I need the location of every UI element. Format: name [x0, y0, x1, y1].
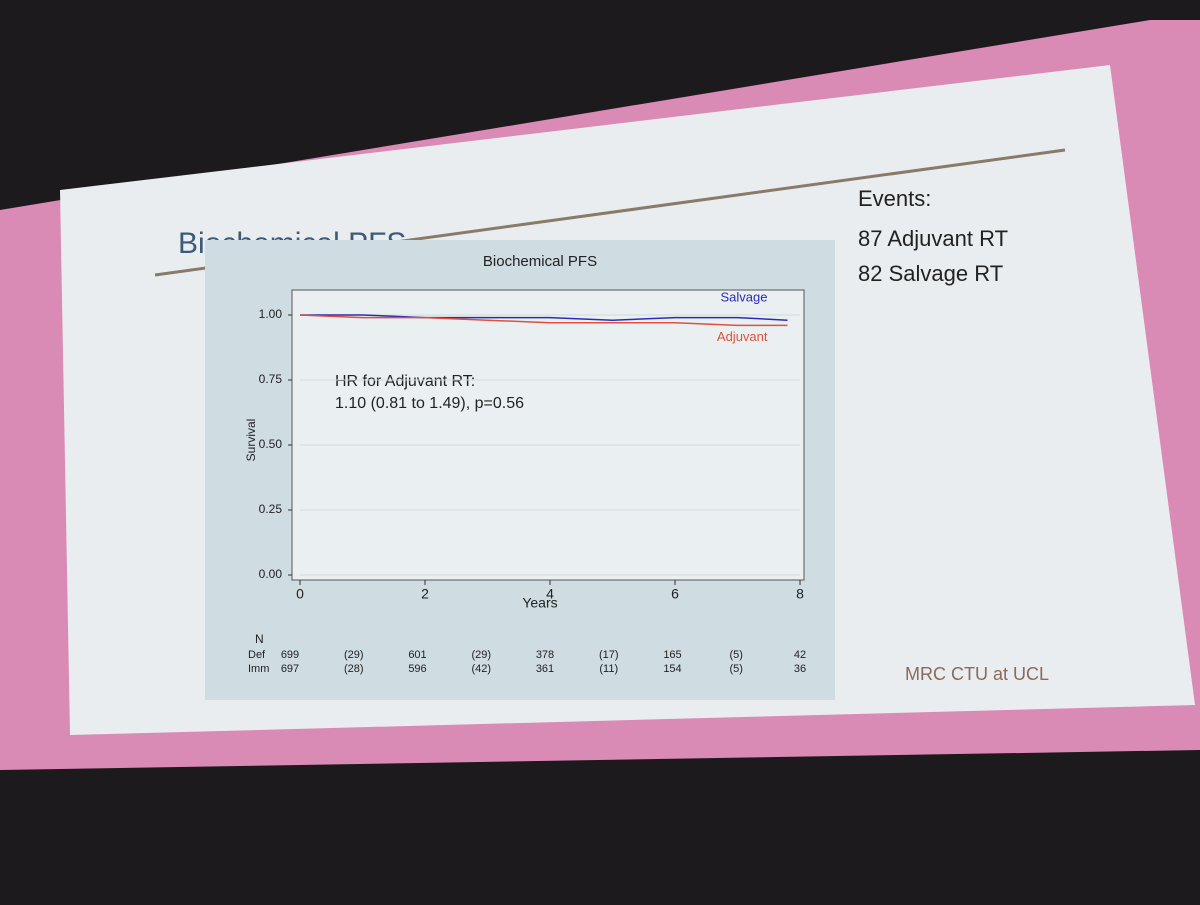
risk-cell: 697 [281, 663, 299, 675]
y-tick-label: 0.75 [259, 372, 283, 386]
risk-cell: 601 [408, 649, 426, 661]
annotation: HR for Adjuvant RT: [335, 373, 475, 390]
events-line: 87 Adjuvant RT [858, 226, 1008, 251]
series-label: Salvage [721, 290, 768, 305]
footer: MRC CTU at UCL [905, 664, 1049, 684]
x-tick-label: 6 [671, 586, 679, 602]
events-line: 82 Salvage RT [858, 261, 1003, 286]
risk-row-label: Imm [248, 663, 269, 675]
x-tick-label: 2 [421, 586, 429, 602]
survival-line [299, 314, 788, 327]
risk-cell: (28) [344, 663, 364, 675]
annotation: 1.10 (0.81 to 1.49), p=0.56 [335, 395, 524, 412]
x-axis-label: Years [522, 595, 557, 611]
risk-cell: (5) [730, 663, 743, 675]
risk-cell: (42) [471, 663, 491, 675]
y-axis-label: Survival [244, 419, 258, 462]
risk-cell: 378 [536, 649, 554, 661]
x-tick-label: 4 [546, 586, 554, 602]
risk-cell: 42 [794, 649, 806, 661]
risk-cell: 36 [794, 663, 806, 675]
risk-cell: 699 [281, 649, 299, 661]
events-heading: Events: [858, 186, 931, 211]
risk-cell: 165 [663, 649, 681, 661]
series-label: Adjuvant [717, 329, 768, 344]
y-tick-label: 1.00 [259, 307, 283, 321]
risk-cell: (11) [599, 663, 618, 675]
y-tick-label: 0.25 [259, 502, 283, 516]
risk-cell: (17) [599, 649, 619, 661]
risk-header: N [255, 632, 264, 646]
risk-cell: (29) [471, 649, 491, 661]
y-tick-label: 0.00 [259, 567, 283, 581]
risk-cell: 154 [663, 663, 681, 675]
x-tick-label: 8 [796, 586, 804, 602]
risk-cell: 596 [408, 663, 426, 675]
chart-title: Biochemical PFS [483, 253, 597, 270]
risk-row-label: Def [248, 649, 266, 661]
plot-area [291, 289, 805, 581]
y-tick-label: 0.50 [259, 437, 283, 451]
risk-cell: 361 [536, 663, 554, 675]
risk-cell: (5) [730, 649, 743, 661]
x-tick-label: 0 [296, 586, 304, 602]
risk-cell: (29) [344, 649, 364, 661]
survival-line [300, 314, 788, 321]
